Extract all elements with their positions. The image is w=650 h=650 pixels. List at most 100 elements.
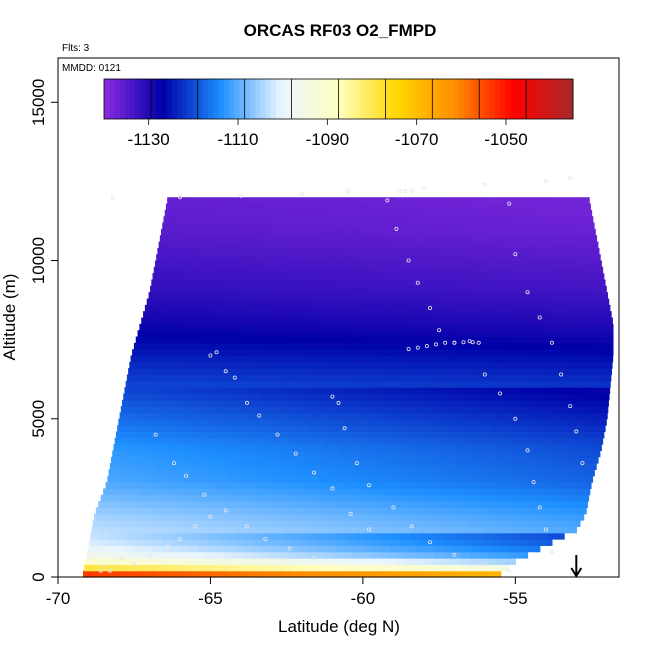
heatmap-cell	[482, 501, 493, 508]
colorbar-swatch	[416, 79, 423, 119]
heatmap-cell	[311, 254, 322, 262]
heatmap-cell	[254, 304, 265, 312]
colorbar-swatch	[192, 79, 199, 119]
heatmap-cell	[364, 374, 375, 382]
heatmap-cell	[235, 380, 246, 388]
heatmap-cell	[509, 501, 520, 508]
heatmap-cell	[266, 203, 277, 211]
heatmap-cell	[502, 260, 513, 268]
heatmap-cell	[169, 482, 180, 489]
heatmap-cell	[354, 266, 365, 274]
heatmap-cell	[260, 507, 271, 515]
heatmap-cell	[112, 513, 123, 521]
heatmap-cell	[336, 539, 346, 546]
heatmap-cell	[318, 425, 329, 433]
heatmap-cell	[428, 469, 439, 477]
heatmap-cell	[407, 482, 418, 489]
heatmap-cell	[141, 507, 152, 515]
heatmap-cell	[572, 342, 583, 350]
heatmap-cell	[181, 336, 192, 344]
colorbar-swatch	[526, 79, 532, 119]
heatmap-cell	[185, 450, 196, 458]
heatmap-cell	[585, 298, 596, 306]
heatmap-cell	[183, 412, 194, 420]
heatmap-cell	[482, 475, 493, 483]
heatmap-cell	[356, 418, 366, 426]
heatmap-cell	[201, 330, 212, 338]
heatmap-cell	[448, 463, 459, 470]
heatmap-cell	[113, 444, 124, 452]
heatmap-cell	[177, 317, 188, 325]
track-point	[244, 524, 249, 529]
heatmap-cell	[256, 570, 267, 578]
heatmap-cell	[386, 513, 397, 521]
heatmap-cell	[375, 209, 385, 217]
heatmap-cell	[194, 488, 205, 496]
heatmap-cell	[434, 235, 444, 243]
heatmap-cell	[358, 520, 368, 527]
heatmap-cell	[501, 374, 512, 382]
heatmap-cell	[477, 406, 488, 414]
heatmap-cell	[563, 342, 574, 350]
heatmap-cell	[482, 539, 493, 546]
heatmap-cell	[530, 463, 541, 470]
colorbar-swatch	[406, 79, 412, 119]
heatmap-cell	[111, 456, 121, 464]
heatmap-cell	[254, 469, 265, 477]
heatmap-cell	[590, 387, 601, 395]
heatmap-cell	[286, 513, 296, 521]
track-point	[138, 546, 143, 551]
heatmap-cell	[517, 228, 528, 236]
heatmap-cell	[134, 501, 145, 508]
track-point	[568, 176, 573, 181]
heatmap-cell	[318, 374, 329, 382]
heatmap-cell	[190, 266, 201, 274]
heatmap-cell	[304, 323, 314, 331]
heatmap-cell	[525, 317, 536, 325]
heatmap-cell	[395, 406, 405, 414]
heatmap-cell	[258, 323, 269, 331]
heatmap-cell	[208, 266, 219, 274]
heatmap-cell	[473, 222, 484, 230]
heatmap-cell	[418, 539, 429, 546]
heatmap-cell	[558, 526, 568, 534]
heatmap-cell	[464, 539, 474, 546]
heatmap-cell	[251, 349, 261, 357]
heatmap-cell	[440, 520, 451, 527]
heatmap-cell	[331, 323, 342, 331]
heatmap-cell	[215, 228, 226, 236]
heatmap-cell	[333, 507, 344, 515]
heatmap-cell	[505, 292, 516, 300]
heatmap-cell	[261, 387, 272, 395]
heatmap-cell	[370, 482, 381, 489]
heatmap-cell	[279, 545, 290, 553]
heatmap-cell	[582, 273, 593, 281]
heatmap-cell	[536, 545, 541, 553]
heatmap-cell	[401, 469, 412, 477]
heatmap-cell	[159, 551, 170, 559]
heatmap-cell	[565, 425, 576, 433]
heatmap-cell	[259, 399, 269, 407]
heatmap-cell	[345, 266, 356, 274]
heatmap-cell	[305, 317, 316, 325]
heatmap-cell	[139, 488, 150, 496]
heatmap-cell	[422, 203, 432, 211]
heatmap-cell	[509, 475, 520, 483]
heatmap-cell	[395, 292, 406, 300]
heatmap-cell	[180, 380, 191, 388]
heatmap-cell	[361, 235, 371, 243]
heatmap-cell	[467, 254, 477, 262]
heatmap-cell	[262, 380, 273, 388]
heatmap-cell	[223, 444, 233, 452]
heatmap-cell	[445, 273, 455, 281]
heatmap-cell	[365, 418, 376, 426]
colorbar-swatch	[385, 79, 392, 119]
heatmap-cell	[212, 488, 223, 496]
heatmap-cell	[230, 247, 241, 255]
heatmap-cell	[344, 431, 355, 439]
heatmap-cell	[558, 368, 568, 376]
heatmap-cell	[355, 374, 366, 382]
heatmap-cell	[486, 564, 497, 572]
heatmap-cell	[386, 564, 396, 572]
heatmap-cell	[591, 273, 602, 281]
